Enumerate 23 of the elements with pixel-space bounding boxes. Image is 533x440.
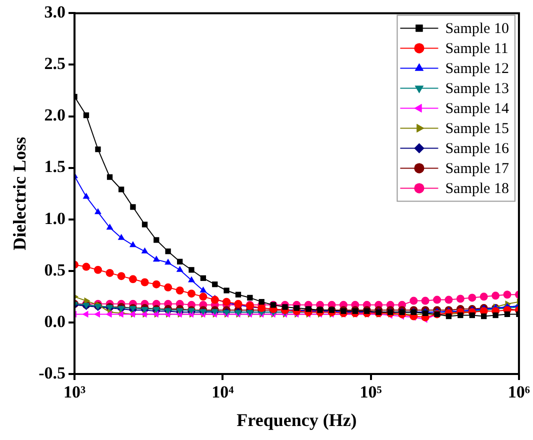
legend-label: Sample 14 — [445, 101, 510, 118]
legend-label: Sample 17 — [445, 161, 510, 178]
legend-label: Sample 18 — [445, 181, 509, 198]
y-tick-label: 1.0 — [44, 208, 66, 228]
x-axis-title: Frequency (Hz) — [236, 410, 357, 430]
y-tick-label: 1.5 — [44, 157, 66, 176]
x-tick-label: 10³ — [63, 382, 86, 402]
y-tick-label: 3.0 — [44, 2, 66, 22]
legend-label: Sample 16 — [445, 141, 510, 158]
y-tick-label: 2.0 — [44, 106, 66, 125]
legend-label: Sample 10 — [445, 21, 509, 38]
x-tick-label: 10⁴ — [212, 382, 234, 402]
y-axis-title: Dielectric Loss — [9, 136, 30, 250]
x-tick-label: 10⁶ — [508, 382, 530, 402]
y-tick-label: 0.5 — [44, 260, 66, 280]
legend-label: Sample 11 — [445, 41, 508, 58]
y-tick-label: 0.0 — [44, 312, 66, 331]
y-tick-label: 2.5 — [44, 54, 66, 74]
legend-label: Sample 13 — [445, 81, 509, 98]
legend-label: Sample 12 — [445, 61, 509, 78]
x-tick-label: 10⁵ — [360, 382, 382, 402]
legend-label: Sample 15 — [445, 121, 509, 138]
y-tick-label: -0.5 — [38, 363, 66, 382]
